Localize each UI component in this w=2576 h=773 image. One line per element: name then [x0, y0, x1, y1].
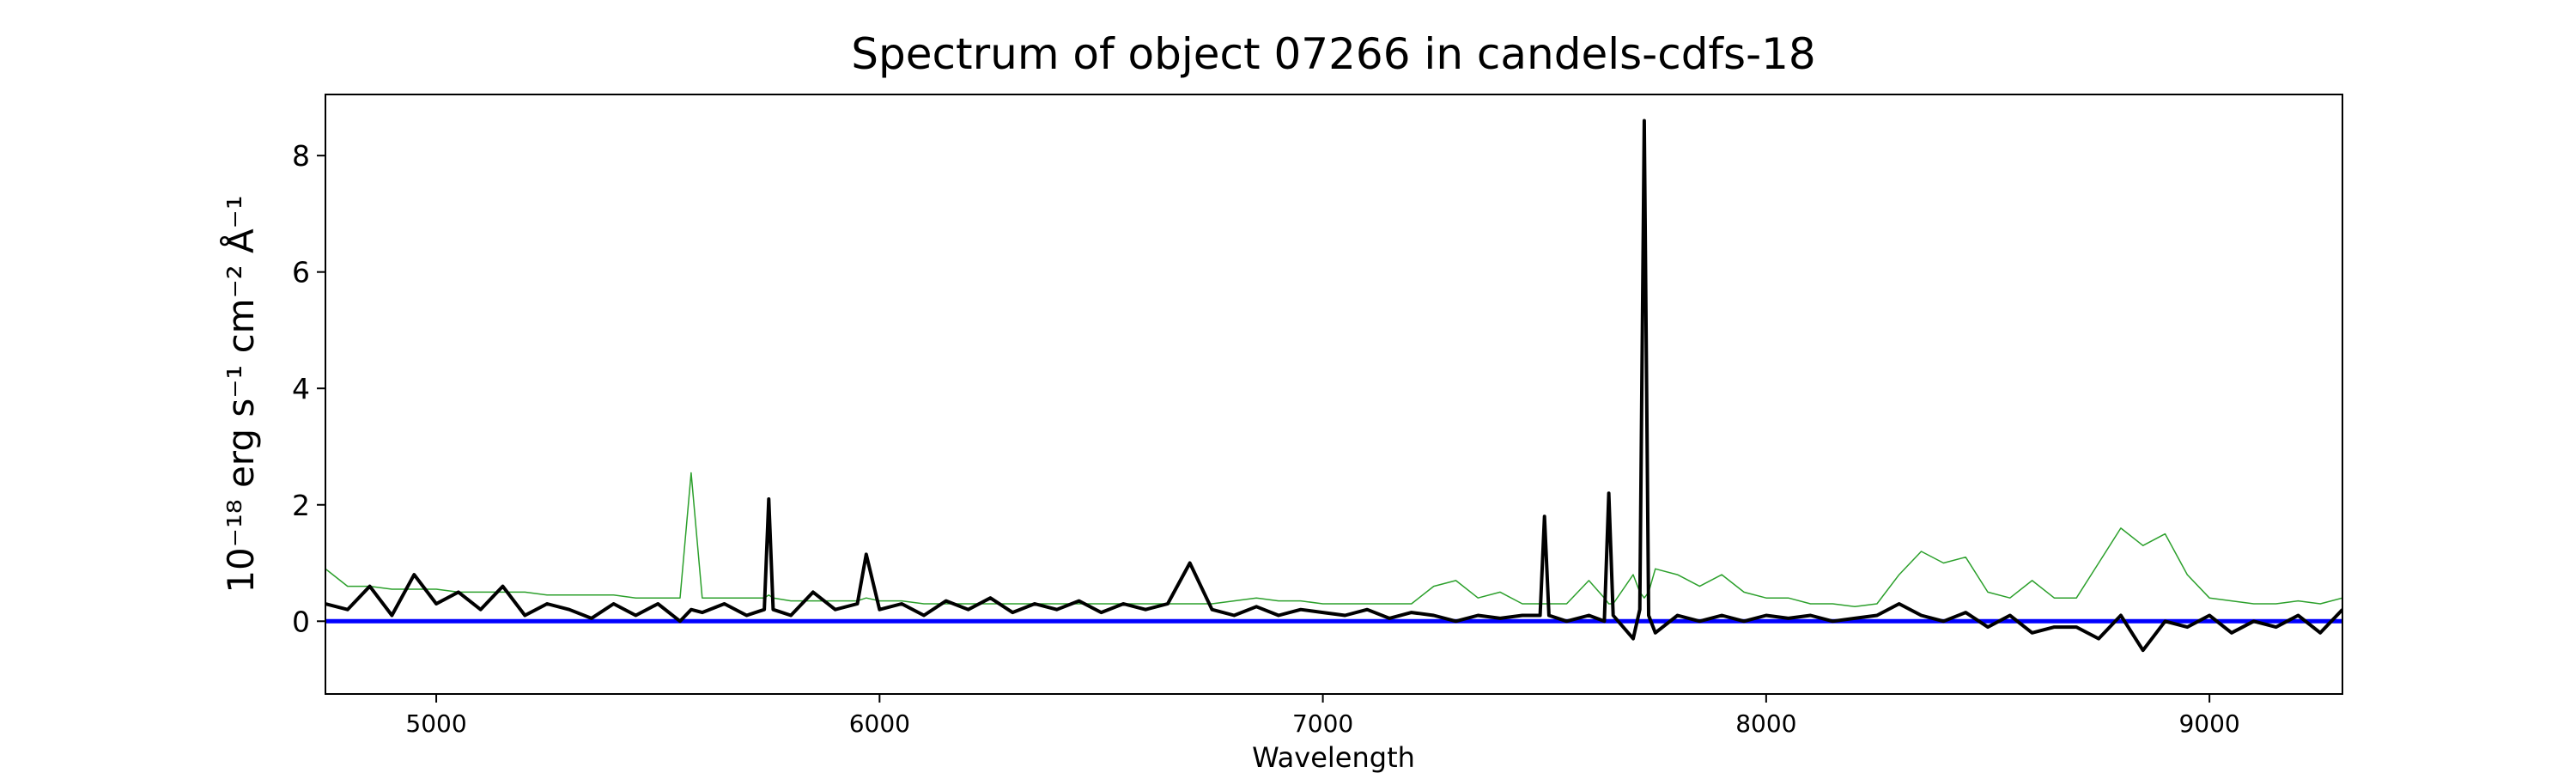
x-tick-label: 7000 [1292, 709, 1353, 738]
y-tick-label: 2 [292, 489, 310, 522]
x-axis-label: Wavelength [1252, 741, 1415, 773]
x-tick-label: 5000 [405, 709, 466, 738]
spectrum-line [325, 119, 2342, 653]
spectrum-line [325, 472, 2342, 608]
y-tick-label: 0 [292, 605, 310, 638]
y-tick-label: 8 [292, 139, 310, 173]
x-tick-label: 9000 [2178, 709, 2239, 738]
x-tick-label: 8000 [1735, 709, 1796, 738]
chart-title: Spectrum of object 07266 in candels-cdfs… [851, 29, 1816, 79]
x-tick-label: 6000 [849, 709, 910, 738]
plot-frame [325, 94, 2343, 695]
y-tick-label: 6 [292, 256, 310, 289]
y-tick-label: 4 [292, 372, 310, 405]
y-axis-label: 10⁻¹⁸ erg s⁻¹ cm⁻² Å⁻¹ [219, 195, 262, 593]
